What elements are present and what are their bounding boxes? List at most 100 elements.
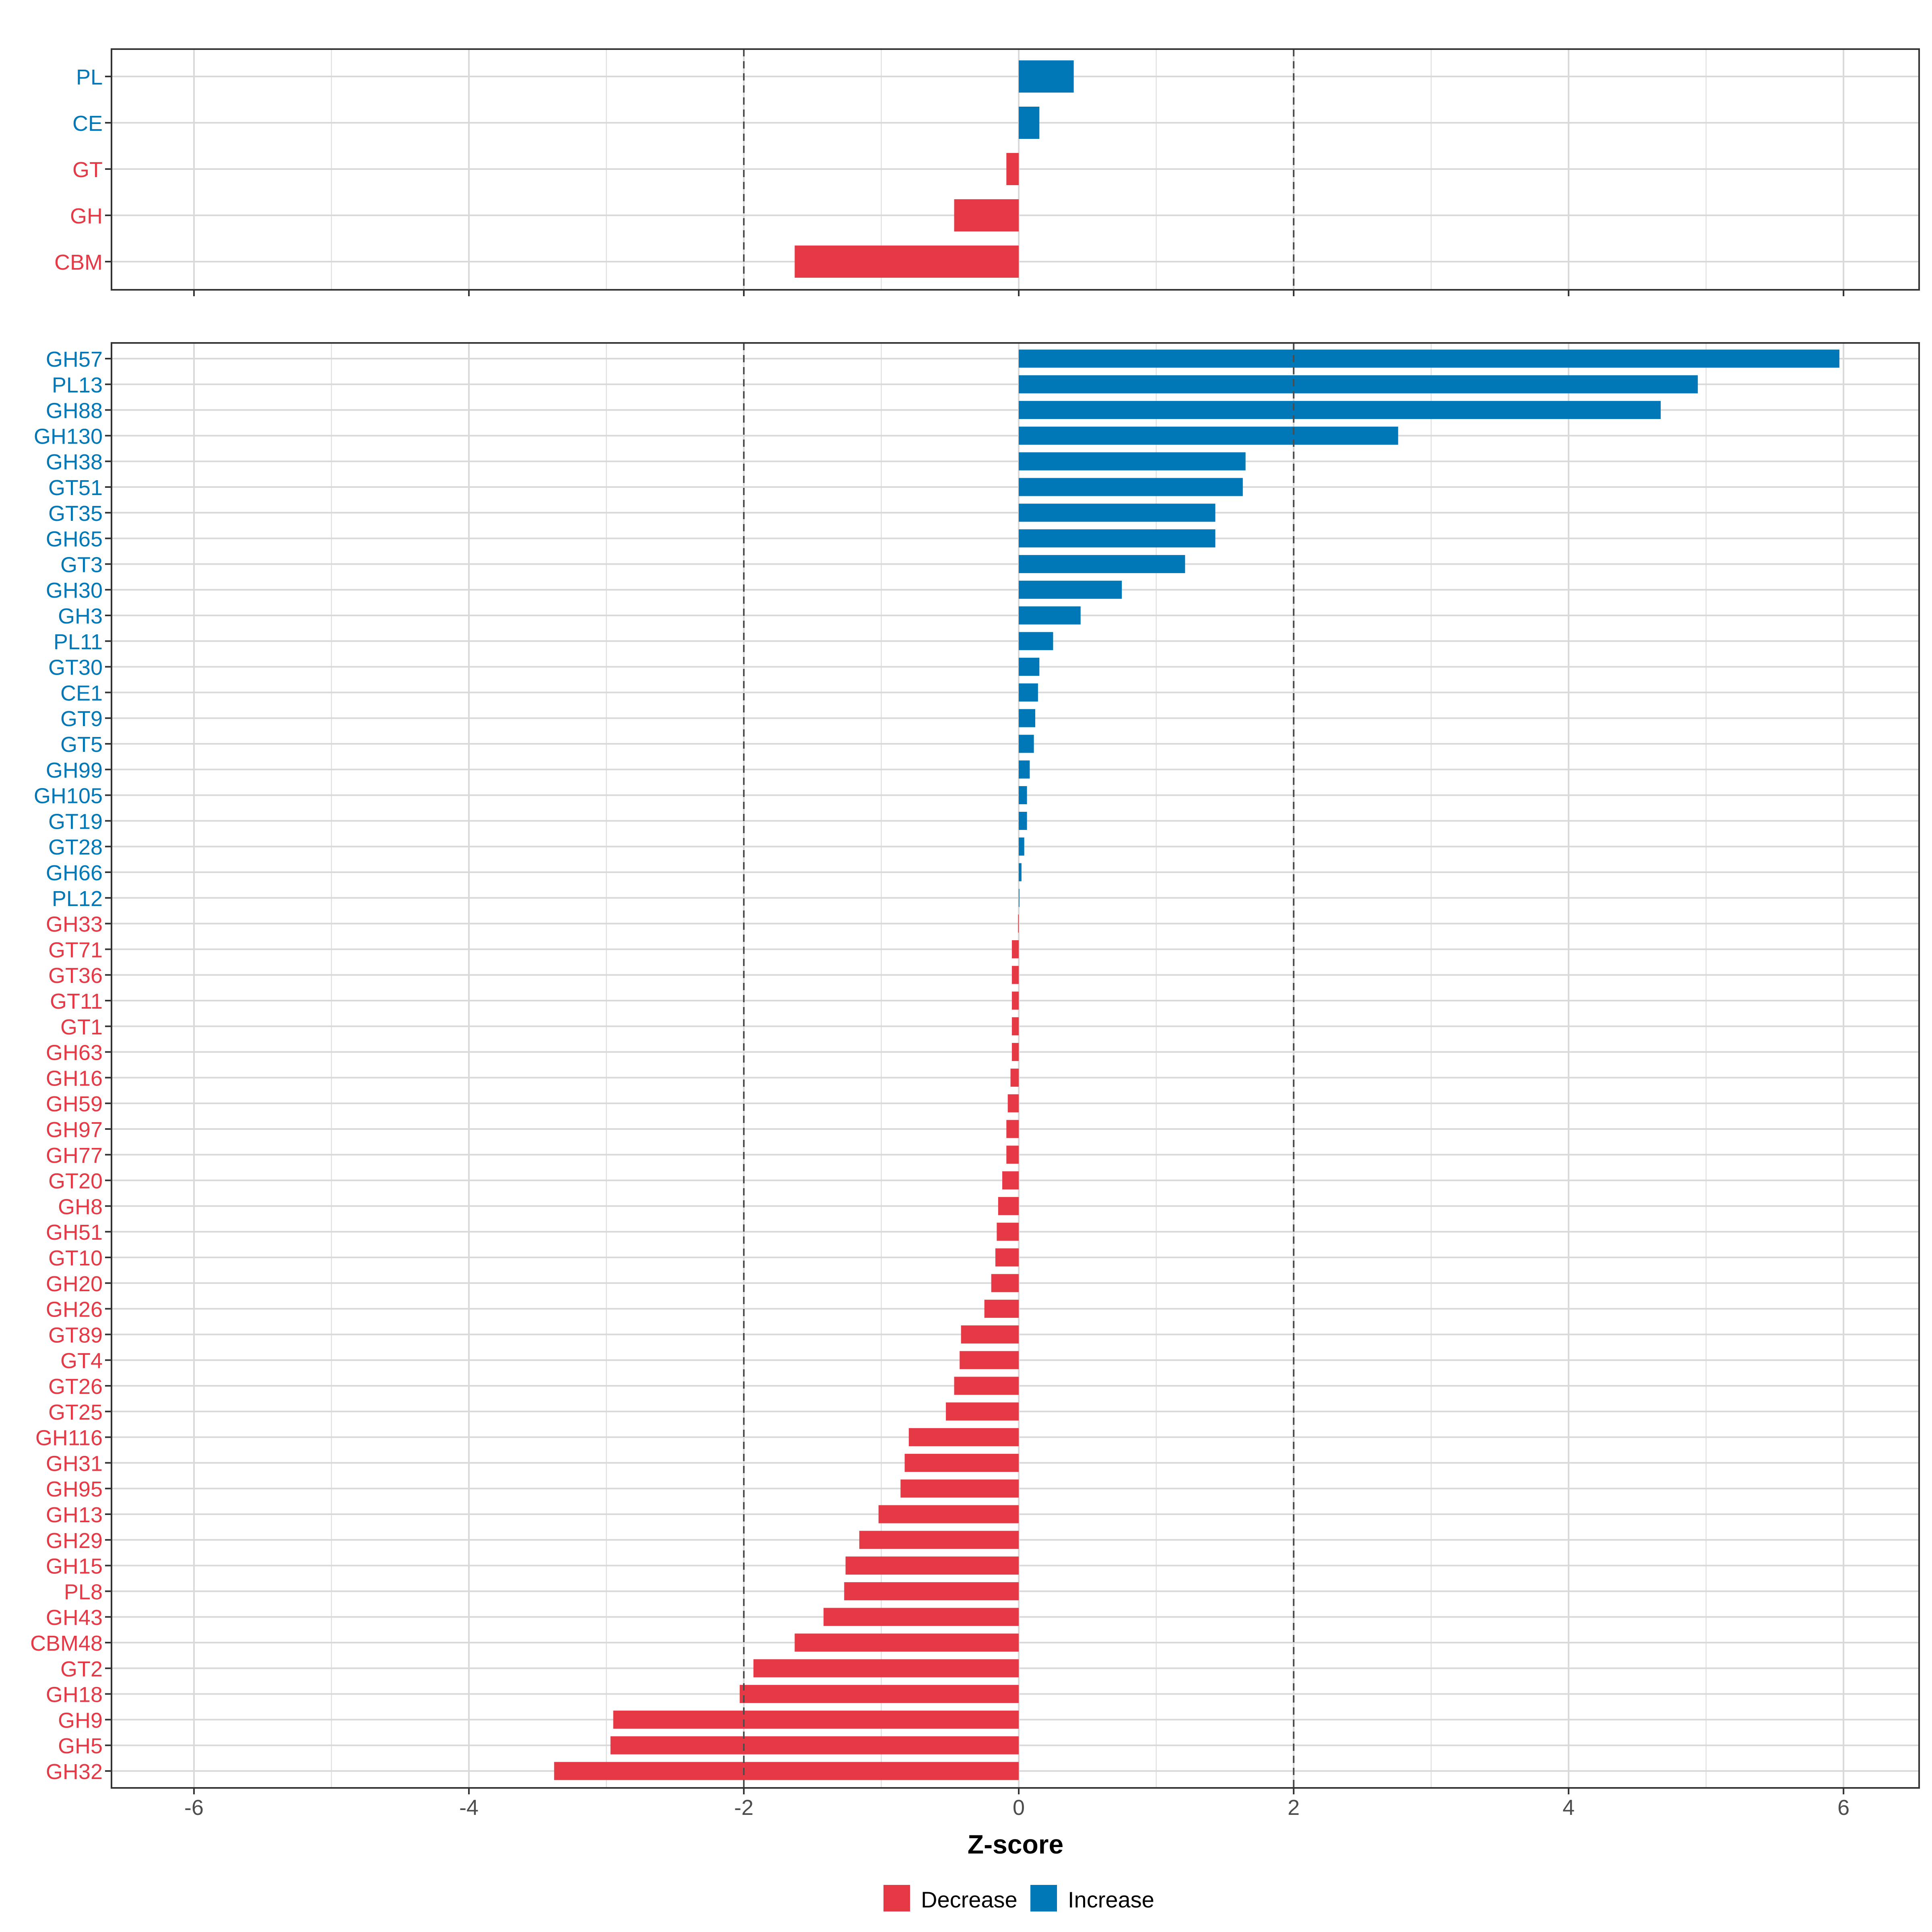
bar-gh88	[1019, 401, 1661, 419]
category-label-gt4: GT4	[60, 1349, 103, 1373]
bar-gt20	[1002, 1171, 1019, 1190]
x-axis-title: Z-score	[968, 1829, 1063, 1859]
category-label-gt26: GT26	[48, 1375, 103, 1399]
category-label-gh38: GH38	[46, 450, 103, 474]
category-label-gh9: GH9	[58, 1708, 103, 1732]
x-tick-label: 4	[1563, 1796, 1575, 1820]
category-label-gh16: GH16	[46, 1066, 103, 1090]
bar-gh77	[1006, 1146, 1019, 1164]
legend-label-increase: Increase	[1068, 1887, 1154, 1912]
bar-gt5	[1019, 735, 1034, 753]
category-label-gh51: GH51	[46, 1220, 103, 1245]
category-label-ce: CE	[72, 111, 103, 136]
bar-gh32	[554, 1762, 1019, 1780]
bar-gh20	[991, 1274, 1019, 1292]
category-label-pl11: PL11	[54, 630, 103, 654]
category-label-cbm: CBM	[54, 250, 103, 275]
bar-gt51	[1019, 478, 1243, 496]
bar-gt1	[1011, 1017, 1019, 1036]
category-label-gh116: GH116	[35, 1426, 103, 1450]
bar-gt26	[954, 1377, 1019, 1395]
bar-gh5	[610, 1736, 1019, 1754]
bar-gt19	[1019, 811, 1027, 830]
bar-gh51	[997, 1222, 1019, 1241]
bar-gt30	[1019, 658, 1040, 676]
bar-gh9	[613, 1710, 1019, 1729]
category-label-gh43: GH43	[46, 1606, 103, 1630]
category-label-gt9: GT9	[60, 707, 103, 731]
category-label-pl: PL	[76, 65, 103, 89]
bar-gt11	[1011, 991, 1019, 1010]
bar-gh57	[1019, 349, 1839, 368]
legend: Decrease Increase	[883, 1885, 1154, 1912]
bar-gt28	[1019, 837, 1024, 856]
category-label-pl13: PL13	[52, 373, 103, 397]
bar-ce	[1019, 107, 1040, 139]
category-label-gh95: GH95	[46, 1477, 103, 1501]
category-label-gh5: GH5	[58, 1734, 103, 1758]
bar-gh30	[1019, 580, 1122, 599]
category-label-gt10: GT10	[48, 1246, 103, 1270]
category-label-gh8: GH8	[58, 1195, 103, 1219]
category-label-pl12: PL12	[52, 887, 103, 911]
bar-gh97	[1006, 1120, 1019, 1138]
bar-gh99	[1019, 760, 1030, 779]
top-panel: PL CE GT GH CBM	[54, 48, 1920, 296]
category-label-cbm48: CBM48	[30, 1631, 103, 1655]
bar-gh3	[1019, 606, 1081, 625]
bar-gt9	[1019, 709, 1036, 727]
category-label-gh97: GH97	[46, 1118, 103, 1142]
category-label-gt25: GT25	[48, 1400, 103, 1424]
x-tick-label: -2	[734, 1796, 753, 1820]
category-label-gh105: GH105	[34, 784, 103, 808]
bar-gh18	[739, 1685, 1019, 1703]
legend-key-increase	[1030, 1885, 1057, 1911]
x-tick-label: -6	[184, 1796, 204, 1820]
bar-gt4	[960, 1351, 1019, 1369]
category-label-gt5: GT5	[60, 733, 103, 757]
category-label-gh88: GH88	[46, 399, 103, 423]
category-label-gt89: GT89	[48, 1323, 103, 1347]
bar-gh	[954, 199, 1019, 231]
x-axis: -6 -4 -2 0 2 4 6	[184, 1796, 1849, 1820]
bar-pl11	[1019, 632, 1053, 650]
x-tick-label: -4	[459, 1796, 479, 1820]
bar-gt25	[946, 1402, 1019, 1421]
bar-gh65	[1019, 529, 1216, 548]
category-label-gt71: GT71	[48, 938, 103, 962]
legend-key-decrease	[883, 1885, 910, 1911]
category-label-gh20: GH20	[46, 1272, 103, 1296]
category-label-gh57: GH57	[46, 347, 103, 372]
bar-gt89	[961, 1325, 1019, 1344]
bar-gh8	[998, 1197, 1019, 1215]
category-label-gt20: GT20	[48, 1169, 103, 1193]
bar-gh43	[824, 1608, 1019, 1626]
category-label-gh30: GH30	[46, 578, 103, 603]
bar-gh38	[1019, 452, 1246, 471]
category-label-gh130: GH130	[34, 424, 103, 448]
bar-gh16	[1010, 1068, 1019, 1087]
bar-gt3	[1019, 555, 1185, 573]
bottom-panel: GH57PL13GH88GH130GH38GT51GT35GH65GT3GH30…	[30, 342, 1920, 1794]
category-label-gh32: GH32	[46, 1760, 103, 1784]
bar-pl13	[1019, 375, 1698, 394]
category-label-gh99: GH99	[46, 758, 103, 782]
category-label-gt35: GT35	[48, 502, 103, 526]
category-label-gh65: GH65	[46, 527, 103, 551]
bar-ce1	[1019, 683, 1038, 702]
category-label-gh26: GH26	[46, 1298, 103, 1322]
category-label-gt28: GT28	[48, 835, 103, 859]
category-label-gt2: GT2	[60, 1657, 103, 1681]
category-label-gh63: GH63	[46, 1041, 103, 1065]
bar-gh130	[1019, 426, 1398, 445]
bar-gh116	[908, 1428, 1019, 1447]
category-label-gh59: GH59	[46, 1092, 103, 1116]
bar-gh29	[859, 1531, 1019, 1549]
bar-gh15	[845, 1556, 1019, 1575]
x-tick-label: 6	[1837, 1796, 1849, 1820]
category-label-gh13: GH13	[46, 1503, 103, 1527]
bar-gh95	[900, 1479, 1019, 1498]
bar-gh105	[1019, 786, 1027, 805]
category-label-gh29: GH29	[46, 1529, 103, 1553]
